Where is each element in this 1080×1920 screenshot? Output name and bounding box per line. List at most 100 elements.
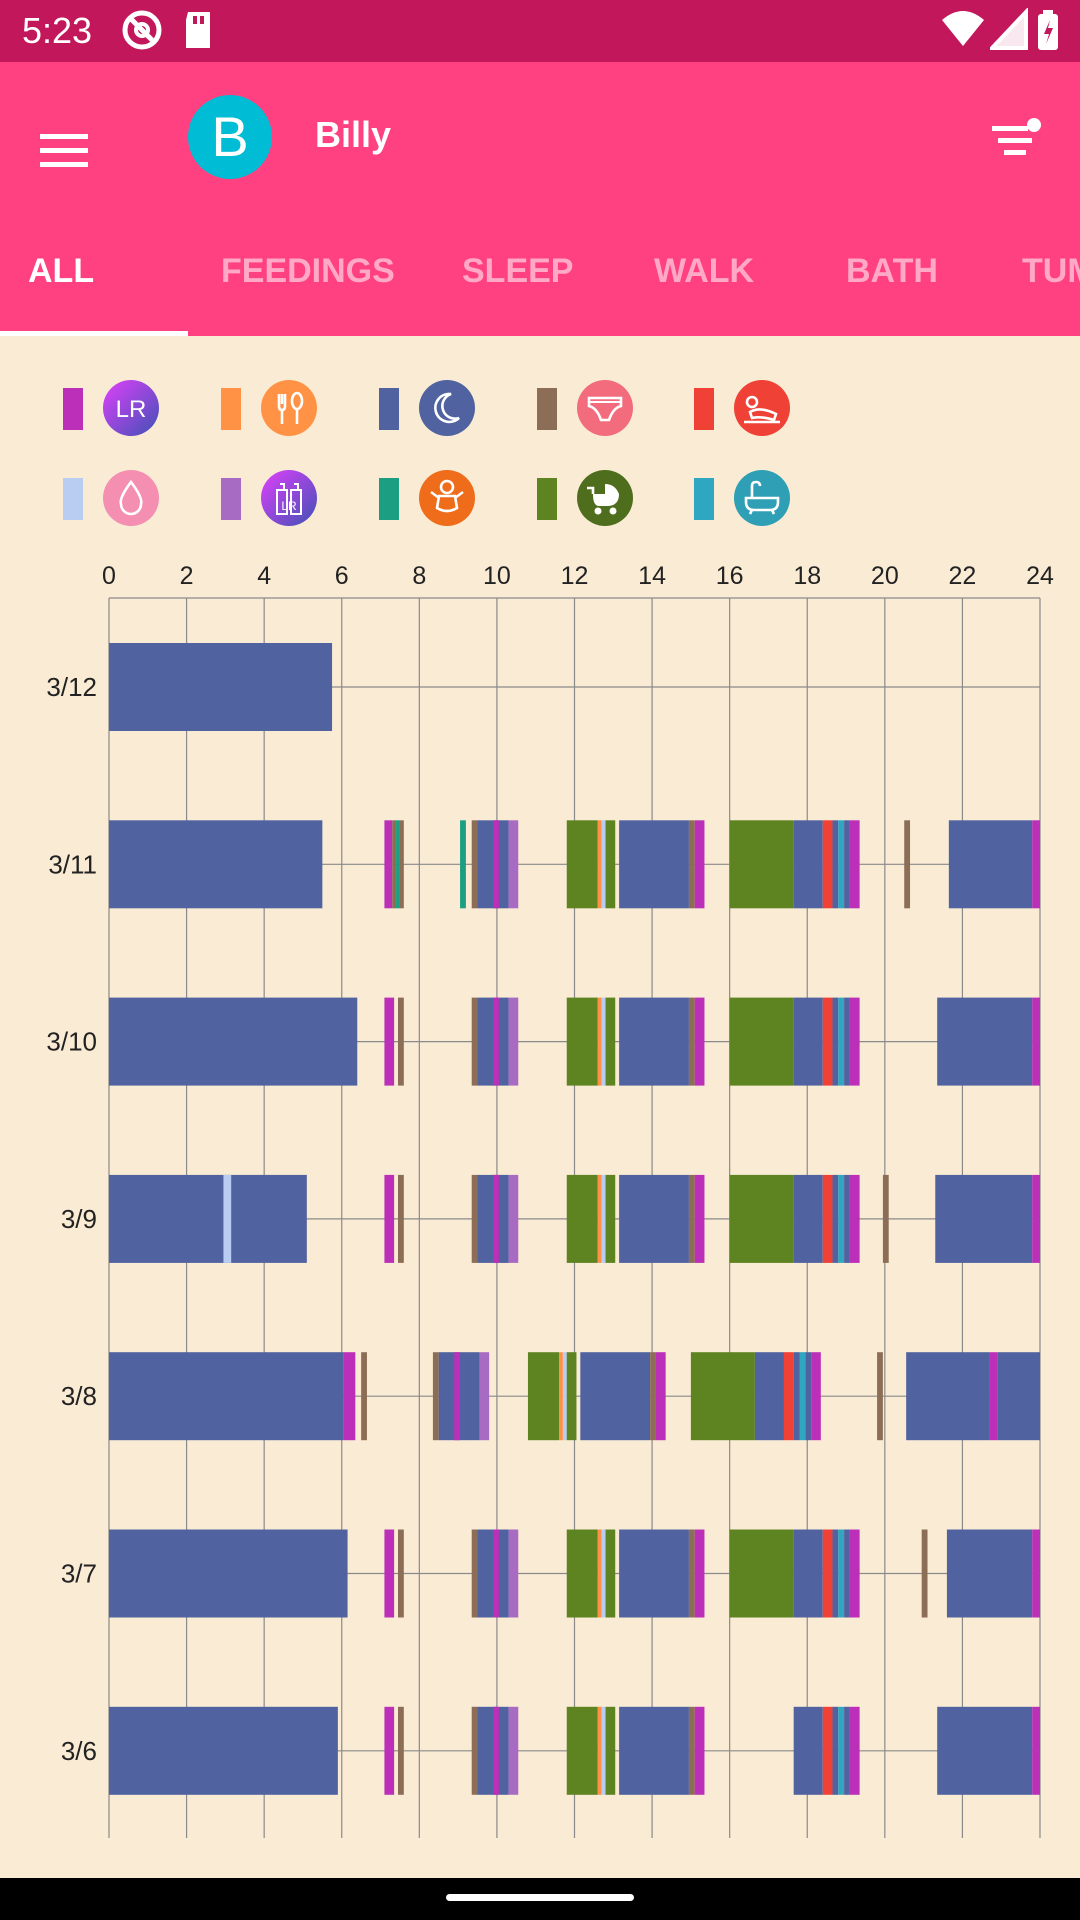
legend-item-sleep[interactable] [379,376,519,436]
event-bar-breastfeeding[interactable] [811,1352,821,1441]
event-bar-pumping[interactable] [562,1352,567,1441]
event-bar-walk[interactable] [605,1706,616,1795]
event-bar-sleep[interactable] [832,1529,839,1618]
event-bar-diaper[interactable] [392,820,397,909]
event-bar-breastfeeding[interactable] [694,1706,705,1795]
event-bar-bath[interactable] [838,997,845,1086]
event-bar-bottle[interactable] [508,1529,519,1618]
event-bar-breastfeeding[interactable] [343,1352,356,1441]
event-bar-walk[interactable] [729,1174,794,1263]
event-bar-sleep[interactable] [844,1706,850,1795]
child-name[interactable]: Billy [315,114,392,155]
event-bar-sleep[interactable] [109,820,323,909]
event-bar-sleep[interactable] [109,1174,307,1263]
event-bar-sleep[interactable] [793,1352,800,1441]
event-bar-sleep[interactable] [619,1174,689,1263]
event-bar-walk[interactable] [729,820,794,909]
legend-item-play[interactable] [379,466,519,526]
event-bar-pumping[interactable] [601,997,606,1086]
legend-item-diaper[interactable] [537,376,677,436]
event-bar-walk[interactable] [566,1529,598,1618]
event-bar-sleep[interactable] [619,997,689,1086]
event-bar-sleep[interactable] [793,1174,823,1263]
event-bar-walk[interactable] [566,997,598,1086]
event-bar-diaper[interactable] [921,1529,928,1618]
event-bar-sleep[interactable] [937,1706,1033,1795]
event-bar-sleep[interactable] [109,1352,344,1441]
event-bar-sleep[interactable] [832,1706,839,1795]
event-bar-breastfeeding[interactable] [849,1529,860,1618]
event-bar-breastfeeding[interactable] [849,1174,860,1263]
event-bar-diaper[interactable] [904,820,911,909]
event-bar-diaper[interactable] [688,820,695,909]
event-bar-sleep[interactable] [109,643,333,731]
event-bar-breastfeeding[interactable] [694,820,705,909]
event-bar-bath[interactable] [838,1706,845,1795]
event-bar-bath[interactable] [838,1174,845,1263]
tab-tummy[interactable]: TUM [1022,252,1080,290]
event-bar-breastfeeding[interactable] [1032,1174,1040,1263]
event-bar-bottle[interactable] [508,997,519,1086]
event-bar-diaper[interactable] [877,1352,883,1441]
event-bar-pumping[interactable] [601,820,606,909]
event-bar-sleep[interactable] [109,997,358,1086]
event-bar-sleep[interactable] [832,997,839,1086]
tab-feedings[interactable]: FEEDINGS [221,252,395,290]
event-bar-play[interactable] [396,820,400,909]
event-bar-tummy[interactable] [822,1706,833,1795]
event-bar-diaper[interactable] [471,1529,478,1618]
event-bar-walk[interactable] [690,1352,755,1441]
event-bar-diaper[interactable] [471,997,478,1086]
event-bar-breastfeeding[interactable] [849,1706,860,1795]
event-bar-breastfeeding[interactable] [384,1174,395,1263]
event-bar-breastfeeding[interactable] [694,1174,705,1263]
event-bar-breastfeeding[interactable] [694,1529,705,1618]
event-bar-breastfeeding[interactable] [493,820,499,909]
event-bar-sleep[interactable] [793,1529,823,1618]
event-bar-walk[interactable] [605,997,616,1086]
event-bar-sleep[interactable] [844,997,850,1086]
event-bar-sleep[interactable] [844,1529,850,1618]
legend-item-bottle[interactable]: LR [221,466,361,526]
event-bar-tummy[interactable] [822,1529,833,1618]
event-bar-feeding[interactable] [558,1352,563,1441]
tab-all[interactable]: ALL [28,252,95,290]
event-bar-breastfeeding[interactable] [384,820,393,909]
event-bar-diaper[interactable] [432,1352,439,1441]
event-bar-breastfeeding[interactable] [1032,1529,1040,1618]
event-bar-bath[interactable] [799,1352,806,1441]
event-bar-sleep[interactable] [793,820,823,909]
event-bar-bottle[interactable] [479,1352,490,1441]
event-bar-breastfeeding[interactable] [384,1529,395,1618]
event-bar-bottle[interactable] [508,820,519,909]
event-bar-diaper[interactable] [361,1352,367,1441]
event-bar-sleep[interactable] [935,1174,1033,1263]
event-bar-sleep[interactable] [793,1706,823,1795]
event-bar-play[interactable] [460,820,466,909]
legend-item-tummy[interactable] [694,376,834,436]
legend-item-feeding[interactable] [221,376,361,436]
event-bar-diaper[interactable] [399,820,404,909]
event-bar-sleep[interactable] [948,820,1033,909]
event-bar-sleep[interactable] [937,997,1033,1086]
event-bar-tummy[interactable] [783,1352,794,1441]
event-bar-pumping[interactable] [601,1706,606,1795]
event-bar-sleep[interactable] [109,1529,348,1618]
event-bar-breastfeeding[interactable] [849,997,860,1086]
legend-item-breastfeeding[interactable]: LR [63,376,203,436]
event-bar-feeding[interactable] [597,1529,602,1618]
event-bar-walk[interactable] [605,1174,616,1263]
event-bar-sleep[interactable] [619,1706,689,1795]
event-bar-bath[interactable] [838,820,845,909]
event-bar-sleep[interactable] [793,997,823,1086]
home-gesture-handle[interactable] [446,1894,634,1901]
legend-item-bath[interactable] [694,466,834,526]
event-bar-sleep[interactable] [832,820,839,909]
event-bar-pumping[interactable] [601,1529,606,1618]
event-bar-breastfeeding[interactable] [694,997,705,1086]
event-bar-sleep[interactable] [906,1352,990,1441]
event-bar-feeding[interactable] [597,1174,602,1263]
event-bar-breastfeeding[interactable] [493,1706,499,1795]
event-bar-diaper[interactable] [882,1174,889,1263]
event-bar-bath[interactable] [838,1529,845,1618]
